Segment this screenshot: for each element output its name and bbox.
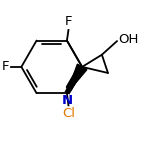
Text: N: N [62, 94, 73, 107]
Text: Cl: Cl [62, 107, 75, 120]
Text: OH: OH [118, 33, 138, 46]
Polygon shape [67, 64, 87, 93]
Text: F: F [65, 15, 72, 28]
Text: F: F [2, 60, 9, 73]
